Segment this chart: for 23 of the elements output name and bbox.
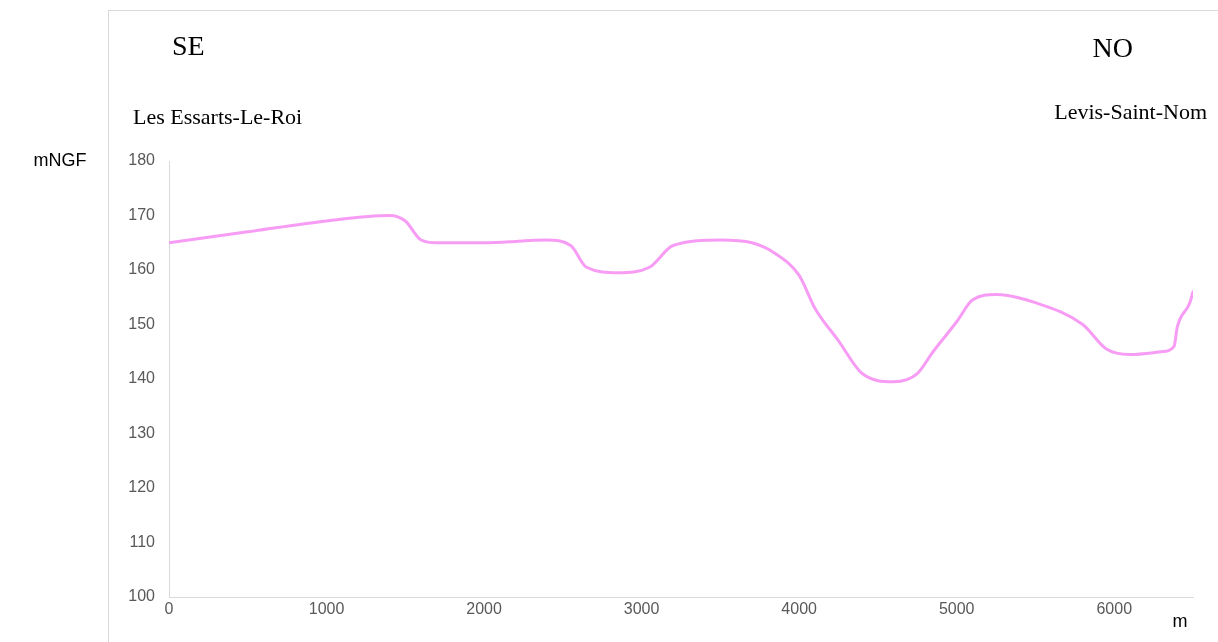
x-tick-label: 6000 [1096, 600, 1133, 618]
y-tick-label: 180 [128, 151, 156, 169]
text: Levis-Saint-Nom [1054, 98, 1207, 124]
text: Les Essarts-Le-Roi [133, 103, 303, 129]
x-tick-label: 2000 [466, 600, 502, 618]
x-tick-label: 0 [164, 600, 174, 618]
y-tick-label: 170 [128, 205, 156, 223]
y-axis-title: mNGF [33, 149, 87, 170]
y-tick-label: 130 [128, 423, 156, 441]
x-tick-label: 5000 [938, 600, 975, 618]
x-tick-label: 1000 [308, 600, 345, 618]
line-series [169, 214, 1193, 384]
y-tick-label: 110 [129, 532, 156, 550]
y-tick-label: 100 [128, 587, 156, 605]
x-tick-label: 4000 [781, 600, 818, 618]
y-tick-label: 120 [128, 478, 156, 496]
x-tick-label: 3000 [623, 600, 660, 618]
text: SE [172, 30, 205, 62]
y-tick-label: 160 [128, 260, 156, 278]
x-axis-title: m [1172, 610, 1188, 631]
text: NO [1092, 32, 1133, 64]
y-tick-label: 140 [128, 369, 156, 387]
y-tick-label: 150 [128, 314, 156, 332]
